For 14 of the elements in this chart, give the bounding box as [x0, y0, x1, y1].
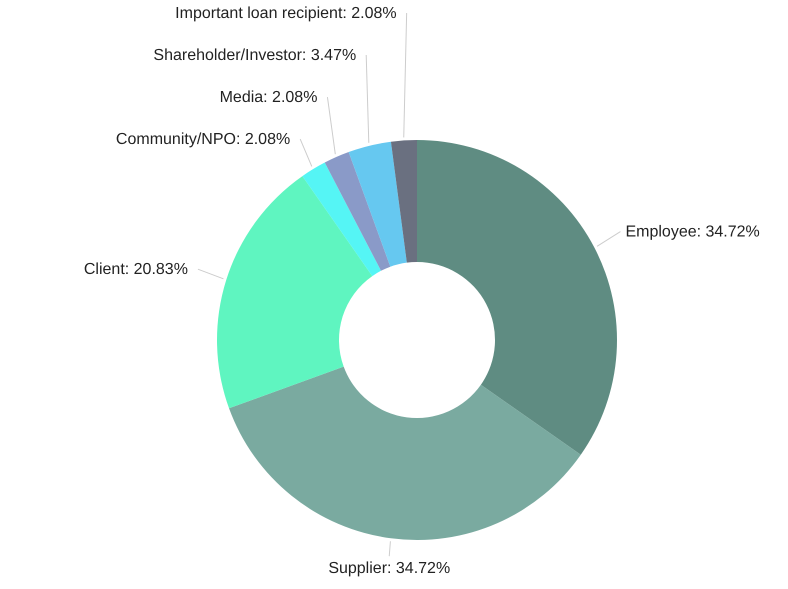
- donut-slice: [348, 142, 407, 267]
- slice-label: Important loan recipient: 2.08%: [175, 5, 397, 22]
- donut-slice: [324, 152, 390, 271]
- slice-label: Shareholder/Investor: 3.47%: [153, 47, 356, 64]
- slice-label: Community/NPO: 2.08%: [116, 131, 290, 148]
- donut-slice: [229, 366, 581, 540]
- donut-slice: [417, 140, 617, 455]
- slice-label: Media: 2.08%: [220, 89, 318, 106]
- slice-label: Client: 20.83%: [84, 261, 188, 278]
- donut-slice: [302, 162, 382, 276]
- slice-label: Employee: 34.72%: [625, 224, 760, 241]
- donut-slice: [217, 176, 372, 408]
- slice-label: Supplier: 34.72%: [328, 560, 450, 578]
- donut-slice: [390, 140, 417, 263]
